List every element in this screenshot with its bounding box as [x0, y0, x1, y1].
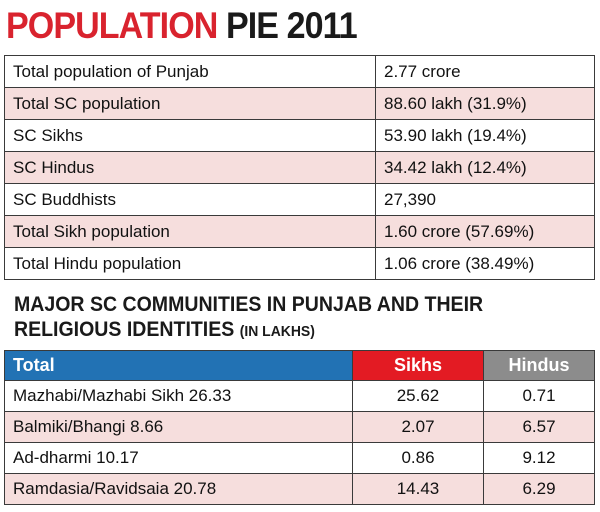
heading-line-1: MAJOR SC COMMUNITIES IN PUNJAB AND THEIR [14, 293, 484, 316]
table-row: SC Buddhists 27,390 [4, 183, 595, 216]
row-value: 27,390 [375, 183, 595, 216]
table-row: Total population of Punjab 2.77 crore [4, 55, 595, 88]
communities-table: Total Sikhs Hindus Mazhabi/Mazhabi Sikh … [4, 350, 595, 505]
table-row: Total Hindu population 1.06 crore (38.49… [4, 247, 595, 280]
row-label: Total SC population [4, 87, 376, 120]
heading-unit: (IN LAKHS) [239, 323, 315, 340]
table-row: Total Sikh population 1.60 crore (57.69%… [4, 215, 595, 248]
row-label: SC Buddhists [4, 183, 376, 216]
title-population: POPULATION [6, 5, 218, 46]
hindus-value: 6.57 [483, 411, 595, 443]
heading-line-2: RELIGIOUS IDENTITIES [14, 318, 235, 341]
title-pie-2011: PIE 2011 [225, 5, 358, 46]
row-value: 1.60 crore (57.69%) [375, 215, 595, 248]
row-value: 88.60 lakh (31.9%) [375, 87, 595, 120]
row-value: 1.06 crore (38.49%) [375, 247, 595, 280]
row-value: 34.42 lakh (12.4%) [375, 151, 595, 184]
row-label: SC Sikhs [4, 119, 376, 152]
header-hindus: Hindus [483, 350, 595, 381]
header-total: Total [4, 350, 353, 381]
table-row: Balmiki/Bhangi 8.66 2.07 6.57 [4, 411, 595, 443]
table-row: SC Hindus 34.42 lakh (12.4%) [4, 151, 595, 184]
table-row: Ad-dharmi 10.17 0.86 9.12 [4, 442, 595, 474]
header-sikhs: Sikhs [352, 350, 484, 381]
row-value: 2.77 crore [375, 55, 595, 88]
row-label: SC Hindus [4, 151, 376, 184]
table-row: SC Sikhs 53.90 lakh (19.4%) [4, 119, 595, 152]
header-row: Total Sikhs Hindus [4, 350, 595, 381]
sikhs-value: 25.62 [352, 380, 484, 412]
community-name: Ad-dharmi 10.17 [4, 442, 353, 474]
hindus-value: 0.71 [483, 380, 595, 412]
community-name: Mazhabi/Mazhabi Sikh 26.33 [4, 380, 353, 412]
page-title: POPULATION PIE 2011 [6, 4, 358, 48]
hindus-value: 6.29 [483, 473, 595, 505]
section-heading: MAJOR SC COMMUNITIES IN PUNJAB AND THEIR… [14, 292, 483, 344]
row-value: 53.90 lakh (19.4%) [375, 119, 595, 152]
community-name: Ramdasia/Ravidsaia 20.78 [4, 473, 353, 505]
sikhs-value: 0.86 [352, 442, 484, 474]
population-table: Total population of Punjab 2.77 crore To… [4, 55, 595, 280]
hindus-value: 9.12 [483, 442, 595, 474]
sikhs-value: 14.43 [352, 473, 484, 505]
row-label: Total population of Punjab [4, 55, 376, 88]
row-label: Total Sikh population [4, 215, 376, 248]
table-row: Ramdasia/Ravidsaia 20.78 14.43 6.29 [4, 473, 595, 505]
table-row: Total SC population 88.60 lakh (31.9%) [4, 87, 595, 120]
sikhs-value: 2.07 [352, 411, 484, 443]
table-row: Mazhabi/Mazhabi Sikh 26.33 25.62 0.71 [4, 380, 595, 412]
row-label: Total Hindu population [4, 247, 376, 280]
community-name: Balmiki/Bhangi 8.66 [4, 411, 353, 443]
